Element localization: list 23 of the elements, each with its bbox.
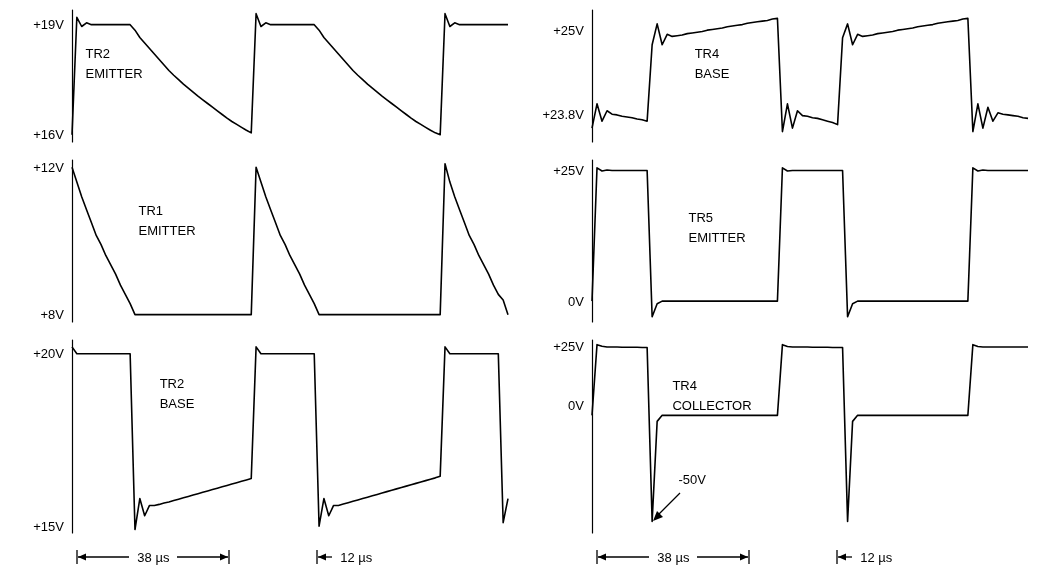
y-tick-label: +19V	[33, 17, 65, 33]
y-tick-label: +25V	[553, 162, 585, 178]
text: TR4 BASE	[694, 45, 730, 81]
y-tick-label: +20V	[33, 346, 65, 362]
text: 38 µs	[137, 549, 170, 565]
y-tick-label: +15V	[33, 518, 65, 534]
y-tick-label: 0V	[568, 293, 585, 309]
y-tick-label: +16V	[33, 127, 65, 143]
y-tick-label: 0V	[568, 397, 585, 413]
annotation: -50V	[678, 471, 707, 487]
text: TR2 BASE	[159, 375, 195, 411]
text: TR2 EMITTER	[85, 45, 143, 81]
text: TR4 COLLECTOR	[672, 377, 752, 413]
text: TR1 EMITTER	[138, 202, 196, 238]
y-tick-label: +25V	[553, 23, 585, 39]
y-tick-label: +23.8V	[542, 106, 585, 122]
text: 38 µs	[657, 549, 690, 565]
y-tick-label: +25V	[553, 339, 585, 355]
text: 12 µs	[860, 549, 893, 565]
y-tick-label: +8V	[40, 307, 65, 323]
y-tick-label: +12V	[33, 159, 65, 175]
text: TR5 EMITTER	[688, 209, 746, 245]
text: 12 µs	[340, 549, 373, 565]
